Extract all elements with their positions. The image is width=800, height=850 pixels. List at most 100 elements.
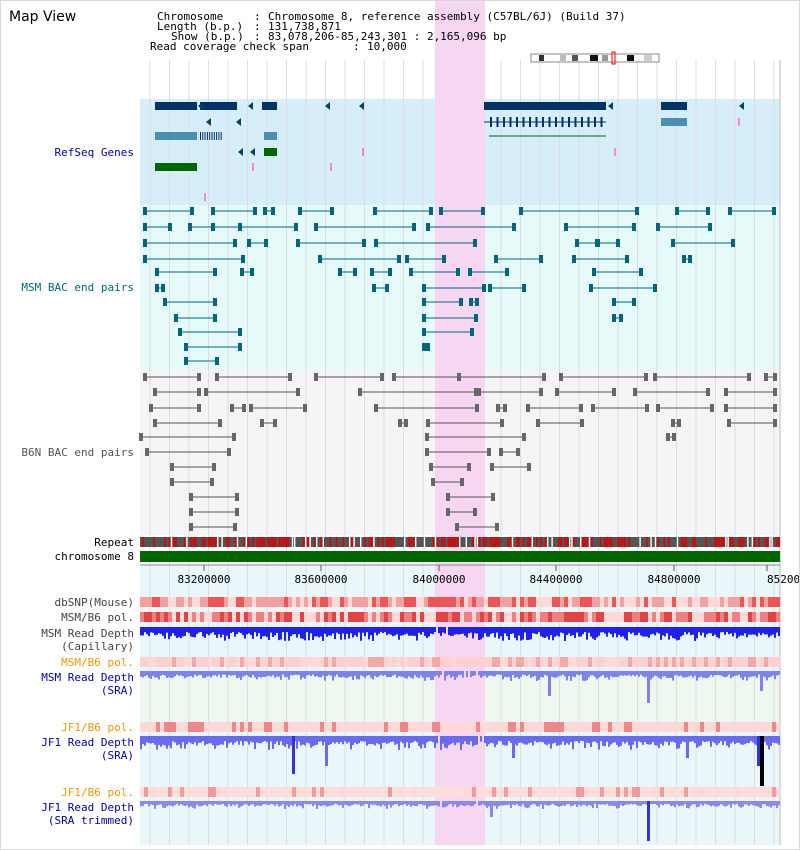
repeat-gap	[751, 537, 753, 547]
jf1-trimmed-depth-bar	[208, 801, 210, 805]
jf1-trimmed-depth-bar	[600, 801, 602, 805]
bac-end	[475, 298, 479, 306]
jf1-sra-depth-bar	[460, 736, 462, 750]
msm-sra-depth-bar	[698, 671, 700, 678]
msm-capillary-depth-bar	[250, 627, 252, 635]
msm-sra-depth-bar	[386, 671, 388, 678]
jf1-pol-bar	[444, 787, 448, 797]
jf1-pol-bar	[500, 722, 504, 732]
jf1-pol-bar	[224, 722, 228, 732]
repeat-feature	[758, 537, 760, 547]
bac-end	[527, 463, 531, 471]
jf1-sra-depth-bar	[522, 736, 524, 744]
jf1-pol-bar	[456, 722, 460, 732]
msm-capillary-depth-bar	[450, 627, 452, 636]
msm-pol-bar	[744, 657, 748, 667]
jf1-sra-depth-bar	[500, 736, 502, 742]
bac-end	[373, 207, 377, 215]
jf1-pol-bar	[452, 787, 456, 797]
jf1-trimmed-depth-bar	[622, 801, 624, 806]
bac-end	[592, 268, 596, 276]
track-label-refseq[interactable]: RefSeq Genes	[54, 146, 134, 159]
repeat-feature	[742, 537, 745, 547]
msm-pol-bar	[248, 657, 252, 667]
dbsnp-bar	[392, 597, 396, 607]
msm-capillary-depth-bar	[186, 627, 188, 633]
msm-pol-bar	[512, 612, 516, 622]
msm-pol-bar	[652, 612, 656, 622]
dbsnp-bar	[656, 597, 660, 607]
msm-capillary-depth-bar	[558, 627, 560, 637]
msm-capillary-depth-bar	[434, 627, 436, 632]
gene-exon	[220, 132, 222, 140]
msm-pol-bar	[276, 612, 280, 622]
jf1-sra-depth-bar	[622, 736, 624, 742]
track-label-b6n-bac[interactable]: B6N BAC end pairs	[21, 446, 134, 459]
msm-pol-bar	[216, 657, 220, 667]
repeat-feature	[624, 537, 626, 547]
track-label-msm-bac[interactable]: MSM BAC end pairs	[21, 281, 134, 294]
msm-capillary-depth-bar	[412, 627, 414, 636]
jf1-pol-bar	[624, 722, 628, 732]
jf1-pol-bar	[660, 787, 664, 797]
dbsnp-bar	[692, 597, 696, 607]
msm-capillary-depth-bar	[318, 627, 320, 638]
jf1-trimmed-depth-bar	[376, 801, 378, 806]
bac-end	[404, 419, 408, 427]
msm-capillary-depth-bar	[166, 627, 168, 633]
msm-pol-bar	[756, 612, 760, 622]
jf1-pol-bar	[480, 722, 484, 732]
repeat-feature	[454, 537, 457, 547]
dbsnp-bar	[252, 597, 256, 607]
msm-pol-bar	[576, 657, 580, 667]
msm-capillary-depth-bar	[654, 627, 656, 636]
msm-sra-depth-bar	[580, 671, 582, 675]
jf1-pol-bar	[404, 787, 408, 797]
msm-capillary-depth-bar	[214, 627, 216, 635]
dbsnp-bar	[452, 597, 456, 607]
jf1-pol-bar	[736, 722, 740, 732]
msm-sra-depth-bar	[392, 671, 394, 676]
msm-pol-bar	[640, 657, 644, 667]
jf1-sra-depth-bar	[740, 736, 742, 745]
msm-capillary-depth-bar	[298, 627, 300, 635]
msm-capillary-depth-bar	[150, 627, 152, 633]
msm-capillary-depth-bar	[154, 627, 156, 636]
msm-capillary-depth-bar	[174, 627, 176, 636]
bac-end	[616, 239, 620, 247]
jf1-sra-depth-bar	[494, 736, 496, 748]
msm-capillary-depth-bar	[204, 627, 206, 638]
msm-sra-depth-bar	[256, 671, 258, 680]
jf1-trimmed-depth-bar	[264, 801, 266, 805]
track-label-repeat: Repeat	[94, 536, 134, 549]
msm-sra-depth-bar	[562, 671, 564, 675]
bac-end	[188, 223, 192, 231]
dbsnp-bar	[512, 597, 516, 607]
msm-pol-bar	[228, 612, 232, 622]
ideogram-band	[627, 55, 634, 61]
msm-capillary-depth-bar	[738, 627, 740, 637]
msm-capillary-depth-bar	[376, 627, 378, 636]
repeat-feature	[252, 537, 254, 547]
jf1-sra-depth-bar	[656, 736, 658, 746]
jf1-trimmed-depth-bar	[156, 801, 158, 806]
msm-pol-bar	[448, 657, 452, 667]
jf1-pol-bar	[764, 787, 768, 797]
coverage-key: Read coverage check span	[150, 40, 309, 53]
msm-pol-bar	[512, 657, 516, 667]
jf1-pol-bar	[740, 722, 744, 732]
repeat-feature	[668, 537, 670, 547]
msm-sra-depth-bar	[740, 671, 742, 678]
jf1-pol-bar	[452, 722, 456, 732]
dbsnp-bar	[188, 597, 192, 607]
jf1-pol-bar	[652, 722, 656, 732]
msm-pol-bar	[356, 612, 360, 622]
bac-end	[490, 463, 494, 471]
jf1-sra-depth-bar	[362, 736, 364, 742]
msm-sra-depth-bar	[470, 671, 472, 678]
jf1-trimmed-depth-bar	[668, 801, 670, 805]
bac-end	[184, 343, 188, 351]
jf1-trimmed-depth-bar	[652, 801, 654, 805]
bac-end	[512, 223, 516, 231]
